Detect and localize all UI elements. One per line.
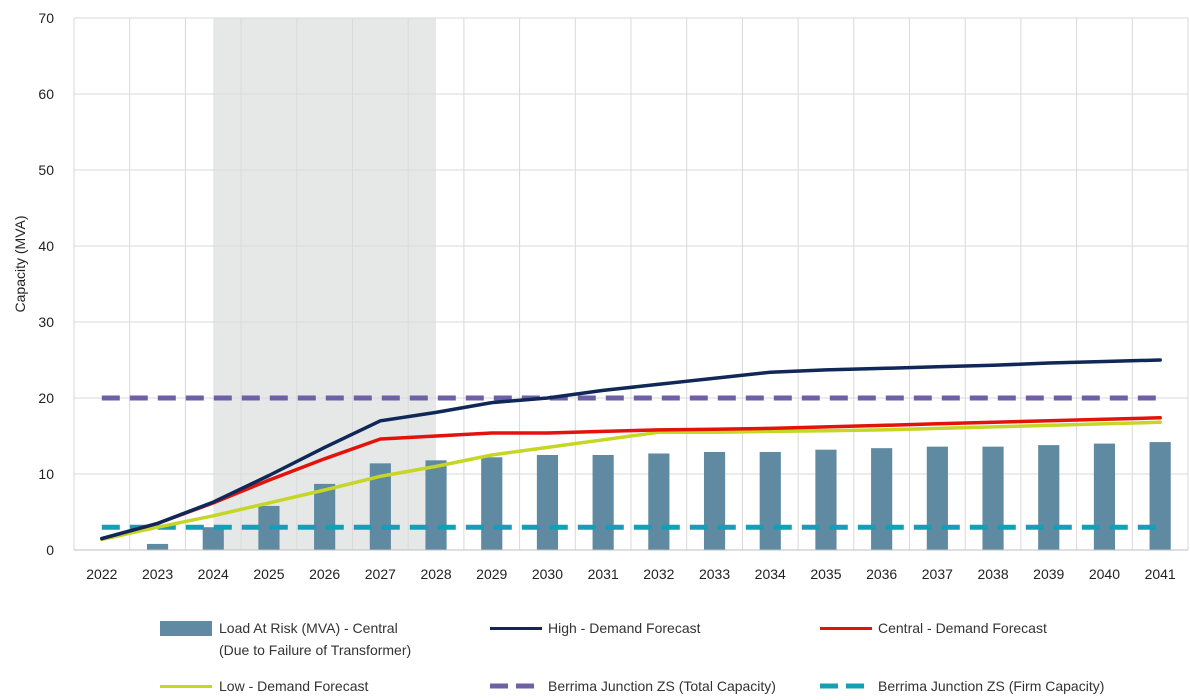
series-line-0 bbox=[100, 358, 1162, 541]
gridlines bbox=[73, 17, 1189, 551]
legend-swatch-total-capacity bbox=[490, 683, 542, 689]
bar-2023 bbox=[146, 543, 169, 550]
bar-2033 bbox=[703, 451, 726, 550]
x-tick-label: 2037 bbox=[922, 566, 953, 582]
x-tick-label: 2025 bbox=[253, 566, 284, 582]
bar-2037 bbox=[926, 446, 948, 550]
x-tick-label: 2035 bbox=[810, 566, 841, 582]
bar-2030 bbox=[536, 455, 559, 550]
x-tick-label: 2041 bbox=[1145, 566, 1176, 582]
bar-2028 bbox=[425, 460, 447, 550]
series-line-2 bbox=[100, 420, 1162, 542]
y-tick-label: 10 bbox=[38, 466, 54, 482]
x-tick-label: 2032 bbox=[643, 566, 674, 582]
legend-label-firm-capacity: Berrima Junction ZS (Firm Capacity) bbox=[878, 678, 1105, 694]
y-tick-label: 20 bbox=[38, 390, 54, 406]
x-tick-label: 2026 bbox=[309, 566, 340, 582]
legend: Load At Risk (MVA) - Central (Due to Fai… bbox=[0, 608, 1190, 700]
x-tick-label: 2034 bbox=[755, 566, 786, 582]
x-tick-label: 2029 bbox=[476, 566, 507, 582]
bar-2034 bbox=[759, 451, 781, 550]
x-tick-label: 2030 bbox=[532, 566, 563, 582]
x-tick-label: 2039 bbox=[1033, 566, 1064, 582]
y-tick-label: 0 bbox=[46, 542, 54, 558]
y-axis-title: Capacity (MVA) bbox=[12, 216, 28, 313]
y-tick-label: 30 bbox=[38, 314, 54, 330]
legend-swatch-low bbox=[160, 685, 212, 688]
bar-2038 bbox=[982, 446, 1004, 550]
legend-label-low-demand: Low - Demand Forecast bbox=[219, 678, 369, 694]
bar-2035 bbox=[815, 449, 837, 550]
bar-2040 bbox=[1093, 443, 1116, 550]
legend-label-load-at-risk: Load At Risk (MVA) - Central bbox=[219, 620, 398, 636]
x-tick-label: 2023 bbox=[142, 566, 173, 582]
legend-swatch-high bbox=[490, 627, 542, 630]
x-tick-label: 2031 bbox=[588, 566, 619, 582]
x-tick-label: 2024 bbox=[198, 566, 229, 582]
x-axis-ticks: 2022 2023 2024 2025 2026 2027 2028 2029 2030 2031… bbox=[86, 566, 1176, 582]
x-tick-label: 2033 bbox=[699, 566, 730, 582]
shaded-period bbox=[213, 18, 437, 550]
x-tick-label: 2028 bbox=[420, 566, 451, 582]
bar-2031 bbox=[592, 455, 614, 550]
legend-swatch-firm-capacity bbox=[820, 683, 872, 689]
x-tick-label: 2036 bbox=[866, 566, 897, 582]
y-tick-label: 70 bbox=[38, 10, 54, 26]
y-tick-label: 50 bbox=[38, 162, 54, 178]
bar-2025 bbox=[258, 505, 280, 550]
y-tick-label: 40 bbox=[38, 238, 54, 254]
y-tick-label: 60 bbox=[38, 86, 54, 102]
legend-label-load-at-risk-line2: (Due to Failure of Transformer) bbox=[219, 642, 412, 658]
bar-2039 bbox=[1038, 445, 1060, 550]
x-tick-label: 2038 bbox=[977, 566, 1008, 582]
legend-swatch-central bbox=[820, 627, 872, 630]
legend-label-high-demand: High - Demand Forecast bbox=[548, 620, 701, 636]
legend-label-total-capacity: Berrima Junction ZS (Total Capacity) bbox=[548, 678, 776, 694]
shaded-region bbox=[213, 18, 437, 550]
bar-2032 bbox=[648, 453, 670, 550]
bar-2026 bbox=[314, 483, 336, 550]
bar-2024 bbox=[202, 527, 224, 550]
series-line-1 bbox=[100, 416, 1162, 541]
x-tick-label: 2027 bbox=[365, 566, 396, 582]
legend-swatch-bar bbox=[160, 621, 212, 636]
legend-label-central-demand: Central - Demand Forecast bbox=[878, 620, 1047, 636]
bar-2036 bbox=[871, 448, 893, 550]
x-tick-label: 2040 bbox=[1089, 566, 1120, 582]
bar-2041 bbox=[1149, 442, 1171, 550]
x-tick-label: 2022 bbox=[86, 566, 117, 582]
y-axis-ticks: 0 10 20 30 40 50 60 70 bbox=[38, 10, 54, 558]
bar-2029 bbox=[481, 457, 503, 550]
line-series bbox=[100, 358, 1162, 542]
